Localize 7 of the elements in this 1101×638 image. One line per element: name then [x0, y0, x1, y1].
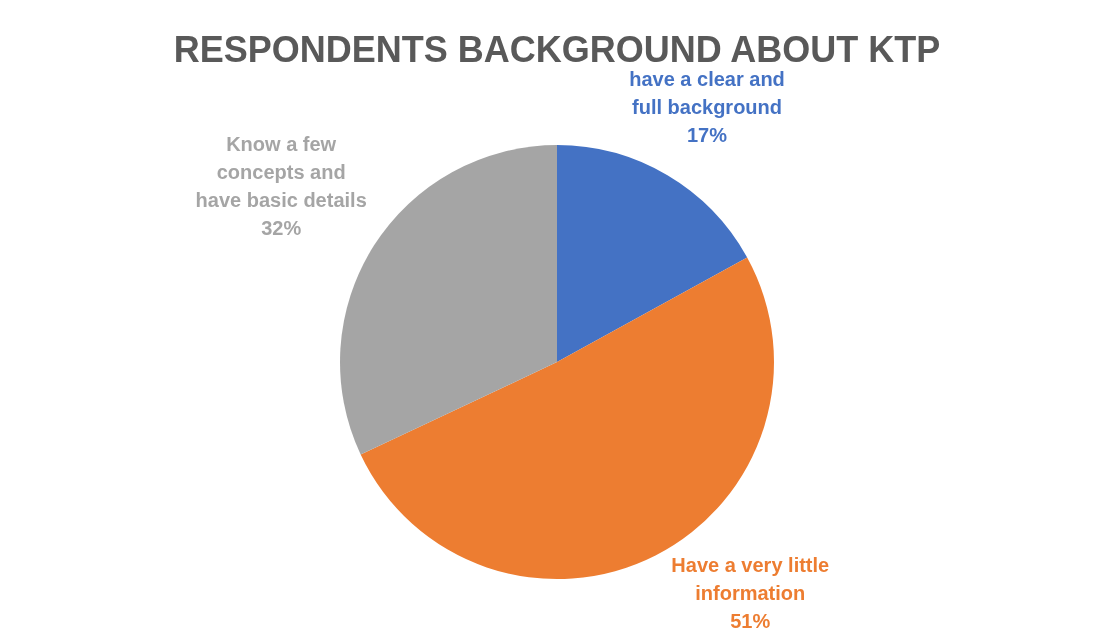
slice-label: have a clear and full background [629, 67, 785, 118]
data-label: 32% [261, 216, 302, 239]
slice-label: Know a few concepts and have basic details [195, 132, 367, 211]
slice-label: Have a very little information [671, 553, 830, 604]
data-label: 17% [687, 123, 728, 146]
data-label: 51% [730, 609, 771, 632]
chart-title: RESPONDENTS BACKGROUND ABOUT KTP [173, 28, 941, 70]
